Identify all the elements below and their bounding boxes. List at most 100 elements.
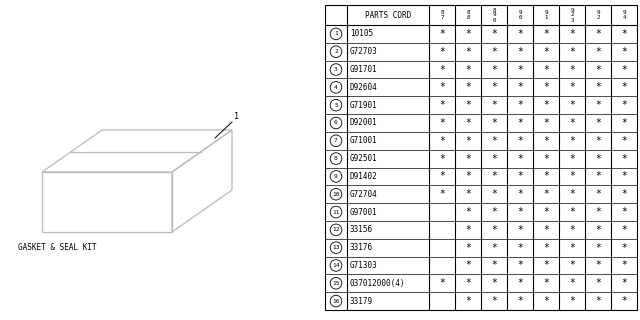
Text: *: * [439,172,445,181]
Text: *: * [517,82,523,92]
Bar [325,5,637,310]
Text: *: * [439,82,445,92]
Text: *: * [621,225,627,235]
Text: *: * [621,189,627,199]
Text: *: * [621,172,627,181]
Text: *: * [491,29,497,39]
Text: *: * [517,260,523,270]
Text: 9
2: 9 2 [596,10,600,20]
Text: 9
1: 9 1 [544,10,548,20]
Text: 3: 3 [334,67,338,72]
Text: *: * [491,82,497,92]
Text: *: * [465,243,471,253]
Text: *: * [621,82,627,92]
Text: G71001: G71001 [350,136,378,145]
Text: *: * [621,47,627,57]
Text: *: * [517,172,523,181]
Text: *: * [569,100,575,110]
Text: *: * [491,225,497,235]
Text: *: * [517,118,523,128]
Text: 10: 10 [332,192,340,197]
Text: PARTS CORD: PARTS CORD [365,11,411,20]
Text: *: * [543,278,549,288]
Text: *: * [439,29,445,39]
Text: *: * [569,65,575,75]
Text: *: * [465,136,471,146]
Text: *: * [569,207,575,217]
Text: *: * [439,65,445,75]
Text: *: * [439,136,445,146]
Text: *: * [595,172,601,181]
Text: 5: 5 [334,103,338,108]
Text: *: * [543,260,549,270]
Text: *: * [569,82,575,92]
Text: *: * [543,189,549,199]
Text: *: * [517,154,523,164]
Text: *: * [543,47,549,57]
Text: *: * [569,29,575,39]
Text: *: * [517,296,523,306]
Text: 8
8: 8 8 [467,10,470,20]
Text: *: * [439,100,445,110]
Text: *: * [465,278,471,288]
Text: *: * [543,225,549,235]
Text: *: * [543,207,549,217]
Text: *: * [517,136,523,146]
Text: *: * [621,278,627,288]
Text: 10105: 10105 [350,29,373,38]
Text: *: * [543,100,549,110]
Text: *: * [621,136,627,146]
Text: 9
2
3: 9 2 3 [570,7,573,22]
Text: *: * [543,172,549,181]
Text: *: * [621,100,627,110]
Text: 16: 16 [332,299,340,304]
Text: G97001: G97001 [350,208,378,217]
Text: 33156: 33156 [350,225,373,234]
Text: *: * [465,296,471,306]
Text: *: * [595,260,601,270]
Text: *: * [439,154,445,164]
Text: *: * [517,225,523,235]
Text: *: * [569,296,575,306]
Text: *: * [491,47,497,57]
Text: *: * [517,207,523,217]
Text: *: * [595,207,601,217]
Text: *: * [491,172,497,181]
Text: *: * [621,29,627,39]
Text: *: * [569,189,575,199]
Text: *: * [595,65,601,75]
Text: *: * [621,260,627,270]
Text: *: * [491,136,497,146]
Text: *: * [465,65,471,75]
Text: 037012000(4): 037012000(4) [350,279,406,288]
Text: 8
9
0: 8 9 0 [492,7,496,22]
Text: *: * [465,100,471,110]
Text: *: * [439,189,445,199]
Text: *: * [595,225,601,235]
Text: 14: 14 [332,263,340,268]
Text: *: * [465,207,471,217]
Text: *: * [465,225,471,235]
Text: *: * [543,296,549,306]
Text: *: * [595,189,601,199]
Text: *: * [569,225,575,235]
Text: G91701: G91701 [350,65,378,74]
Text: *: * [491,260,497,270]
Text: *: * [517,29,523,39]
Text: *: * [491,296,497,306]
Text: *: * [569,154,575,164]
Text: *: * [491,65,497,75]
Text: *: * [595,278,601,288]
Text: *: * [595,29,601,39]
Text: *: * [543,154,549,164]
Text: 9
4: 9 4 [622,10,626,20]
Text: *: * [439,278,445,288]
Text: *: * [621,154,627,164]
Text: *: * [491,118,497,128]
Text: 12: 12 [332,227,340,232]
Text: *: * [465,118,471,128]
Text: 8: 8 [334,156,338,161]
Text: *: * [621,118,627,128]
Text: *: * [543,82,549,92]
Text: *: * [465,189,471,199]
